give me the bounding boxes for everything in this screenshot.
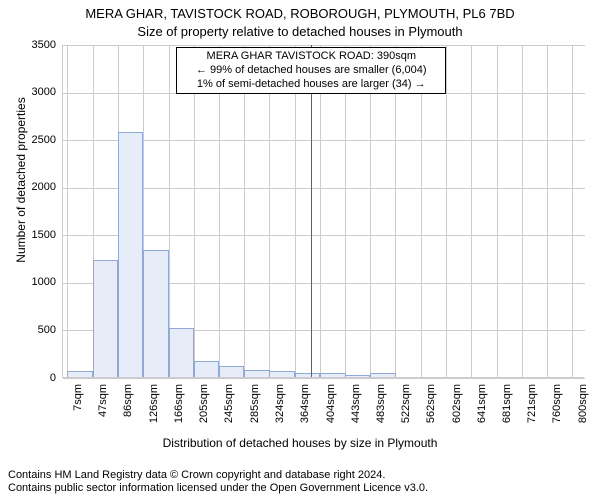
histogram-bar	[194, 361, 219, 377]
gridline-vertical	[295, 45, 296, 378]
x-tick-label: 7sqm	[72, 384, 84, 434]
y-tick-label: 2500	[0, 134, 56, 146]
x-tick-label: 166sqm	[173, 384, 185, 434]
gridline-horizontal	[63, 378, 585, 379]
x-tick-label: 681sqm	[501, 384, 513, 434]
histogram-bar	[269, 371, 294, 377]
footer-line-1: Contains HM Land Registry data © Crown c…	[8, 469, 428, 483]
y-tick-label: 2000	[0, 181, 56, 193]
gridline-vertical	[370, 45, 371, 378]
gridline-vertical	[395, 45, 396, 378]
y-tick-label: 0	[0, 372, 56, 384]
x-tick-label: 404sqm	[325, 384, 337, 434]
annotation-line-1: MERA GHAR TAVISTOCK ROAD: 390sqm	[181, 50, 441, 64]
marker-line	[311, 45, 312, 377]
gridline-vertical	[522, 45, 523, 378]
annotation-line-3: 1% of semi-detached houses are larger (3…	[181, 78, 441, 92]
chart-title-2: Size of property relative to detached ho…	[0, 24, 600, 39]
gridline-vertical	[345, 45, 346, 378]
gridline-vertical	[547, 45, 548, 378]
x-tick-label: 562sqm	[425, 384, 437, 434]
gridline-vertical	[572, 45, 573, 378]
histogram-bar	[169, 328, 194, 377]
plot-area: MERA GHAR TAVISTOCK ROAD: 390sqm← 99% of…	[62, 45, 584, 378]
gridline-vertical	[421, 45, 422, 378]
histogram-bar	[118, 132, 143, 377]
gridline-vertical	[446, 45, 447, 378]
x-tick-label: 483sqm	[375, 384, 387, 434]
gridline-vertical	[497, 45, 498, 378]
histogram-bar	[370, 373, 395, 377]
x-tick-label: 245sqm	[223, 384, 235, 434]
x-tick-label: 205sqm	[198, 384, 210, 434]
x-tick-label: 285sqm	[249, 384, 261, 434]
histogram-bar	[219, 366, 244, 377]
y-tick-label: 1000	[0, 276, 56, 288]
x-tick-label: 522sqm	[400, 384, 412, 434]
x-tick-label: 721sqm	[526, 384, 538, 434]
footer-line-2: Contains public sector information licen…	[8, 482, 428, 496]
y-tick-label: 1500	[0, 229, 56, 241]
gridline-horizontal	[63, 45, 585, 46]
y-tick-label: 500	[0, 324, 56, 336]
x-tick-label: 602sqm	[451, 384, 463, 434]
y-tick-label: 3500	[0, 39, 56, 51]
y-tick-label: 3000	[0, 86, 56, 98]
chart-title-1: MERA GHAR, TAVISTOCK ROAD, ROBOROUGH, PL…	[0, 6, 600, 21]
annotation-box: MERA GHAR TAVISTOCK ROAD: 390sqm← 99% of…	[176, 47, 446, 94]
histogram-bar	[244, 370, 269, 377]
x-tick-label: 126sqm	[148, 384, 160, 434]
histogram-bar	[143, 250, 168, 377]
x-tick-label: 324sqm	[274, 384, 286, 434]
x-axis-label: Distribution of detached houses by size …	[0, 436, 600, 450]
gridline-vertical	[320, 45, 321, 378]
x-tick-label: 760sqm	[551, 384, 563, 434]
x-tick-label: 86sqm	[122, 384, 134, 434]
gridline-vertical	[244, 45, 245, 378]
histogram-bar	[93, 260, 118, 377]
histogram-bar	[295, 373, 320, 377]
histogram-bar	[67, 371, 92, 377]
x-tick-label: 364sqm	[299, 384, 311, 434]
gridline-vertical	[219, 45, 220, 378]
x-tick-label: 800sqm	[577, 384, 589, 434]
footer-attribution: Contains HM Land Registry data © Crown c…	[8, 469, 428, 497]
x-tick-label: 443sqm	[350, 384, 362, 434]
gridline-vertical	[471, 45, 472, 378]
x-tick-label: 47sqm	[97, 384, 109, 434]
x-tick-label: 641sqm	[476, 384, 488, 434]
annotation-line-2: ← 99% of detached houses are smaller (6,…	[181, 64, 441, 78]
histogram-bar	[345, 375, 370, 377]
gridline-vertical	[269, 45, 270, 378]
gridline-vertical	[67, 45, 68, 378]
histogram-bar	[320, 373, 345, 377]
